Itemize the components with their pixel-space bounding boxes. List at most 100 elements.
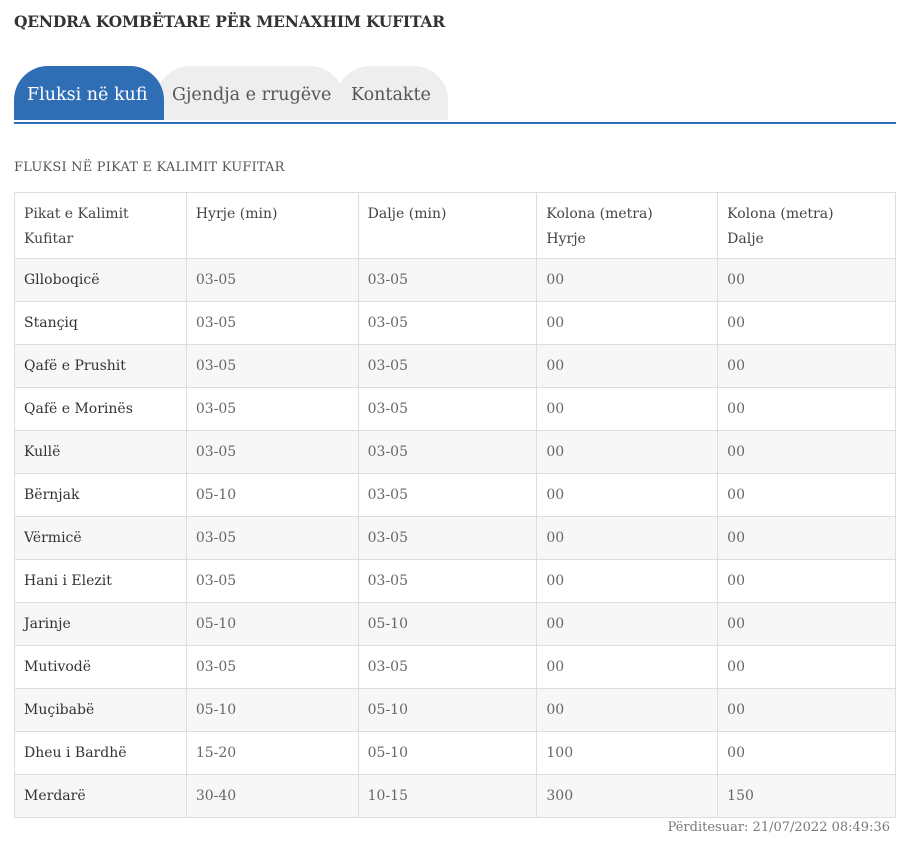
cell-entry-time: 03-05 [185,516,359,560]
table-header-row: Pikat e Kalimit Kufitar Hyrje (min) Dalje (… [14,192,896,259]
column-header-line: Dalje (min) [367,206,447,222]
cell-entry-time: 05-10 [185,688,359,732]
table-row: Muçibabë 05-10 05-10 00 00 [14,688,896,732]
header-entry-min: Hyrje (min) [185,192,359,259]
cell-queue-exit: 00 [717,645,896,689]
table-header: Pikat e Kalimit Kufitar Hyrje (min) Dalje (… [14,192,896,259]
cell-exit-time: 03-05 [357,258,538,302]
cell-queue-exit: 00 [717,430,896,474]
cell-exit-time: 03-05 [357,645,538,689]
cell-queue-entry: 00 [536,258,719,302]
cell-crossing-point: Kullë [14,430,187,474]
table-row: Merdarë 30-40 10-15 300 150 [14,774,896,818]
cell-crossing-point: Dheu i Bardhë [14,731,187,775]
column-header-line: Hyrje (min) [195,206,278,222]
cell-exit-time: 10-15 [357,774,538,818]
cell-queue-entry: 00 [536,473,719,517]
cell-entry-time: 30-40 [185,774,359,818]
border-flux-table: Pikat e Kalimit Kufitar Hyrje (min) Dalje (… [14,192,896,818]
table-row: Kullë 03-05 03-05 00 00 [14,430,896,474]
cell-entry-time: 03-05 [185,559,359,603]
cell-entry-time: 15-20 [185,731,359,775]
table-row: Qafë e Prushit 03-05 03-05 00 00 [14,344,896,388]
table-row: Mutivodë 03-05 03-05 00 00 [14,645,896,689]
header-crossing-point: Pikat e Kalimit Kufitar [14,192,187,259]
cell-queue-entry: 00 [536,430,719,474]
cell-crossing-point: Stançiq [14,301,187,345]
cell-crossing-point: Qafë e Morinës [14,387,187,431]
cell-exit-time: 03-05 [357,344,538,388]
cell-crossing-point: Qafë e Prushit [14,344,187,388]
cell-queue-exit: 00 [717,258,896,302]
header-exit-min: Dalje (min) [357,192,538,259]
cell-entry-time: 03-05 [185,301,359,345]
cell-queue-exit: 00 [717,473,896,517]
column-header-line: Dalje [727,231,764,247]
cell-entry-time: 05-10 [185,473,359,517]
cell-queue-exit: 150 [717,774,896,818]
cell-exit-time: 05-10 [357,731,538,775]
cell-exit-time: 03-05 [357,559,538,603]
column-header-line: Hyrje [546,231,586,247]
cell-queue-exit: 00 [717,602,896,646]
column-header-line: Kufitar [24,231,74,247]
cell-crossing-point: Vërmicë [14,516,187,560]
table-row: Jarinje 05-10 05-10 00 00 [14,602,896,646]
cell-queue-exit: 00 [717,344,896,388]
section-title: FLUKSI NË PIKAT E KALIMIT KUFITAR [14,160,285,175]
tab-fluksi-ne-kufi[interactable]: Fluksi në kufi [14,66,164,120]
cell-exit-time: 03-05 [357,387,538,431]
cell-exit-time: 03-05 [357,473,538,517]
table-row: Vërmicë 03-05 03-05 00 00 [14,516,896,560]
cell-queue-exit: 00 [717,516,896,560]
table-row: Qafë e Morinës 03-05 03-05 00 00 [14,387,896,431]
cell-exit-time: 05-10 [357,688,538,732]
cell-crossing-point: Bërnjak [14,473,187,517]
cell-queue-entry: 00 [536,688,719,732]
column-header-line: Kolona (metra) [727,206,834,222]
table-row: Dheu i Bardhë 15-20 05-10 100 00 [14,731,896,775]
cell-exit-time: 03-05 [357,430,538,474]
cell-queue-exit: 00 [717,387,896,431]
page-title: QENDRA KOMBËTARE PËR MENAXHIM KUFITAR [14,12,445,31]
header-queue-exit: Kolona (metra) Dalje [717,192,896,259]
cell-queue-entry: 300 [536,774,719,818]
tab-gjendja-e-rrugeve[interactable]: Gjendja e rrugëve [156,66,344,120]
cell-queue-entry: 00 [536,602,719,646]
cell-queue-exit: 00 [717,688,896,732]
tab-kontakte[interactable]: Kontakte [336,66,448,120]
cell-crossing-point: Hani i Elezit [14,559,187,603]
column-header-line: Pikat e Kalimit [24,206,129,222]
tab-bar: Fluksi në kufi Gjendja e rrugëve Kontakt… [14,66,896,124]
cell-entry-time: 03-05 [185,344,359,388]
cell-queue-entry: 00 [536,301,719,345]
cell-queue-entry: 100 [536,731,719,775]
cell-crossing-point: Muçibabë [14,688,187,732]
cell-crossing-point: Jarinje [14,602,187,646]
cell-exit-time: 05-10 [357,602,538,646]
cell-queue-entry: 00 [536,344,719,388]
table-row: Stançiq 03-05 03-05 00 00 [14,301,896,345]
table-row: Glloboqicë 03-05 03-05 00 00 [14,258,896,302]
last-updated-text: Përditesuar: 21/07/2022 08:49:36 [667,820,890,835]
cell-exit-time: 03-05 [357,516,538,560]
cell-queue-entry: 00 [536,387,719,431]
cell-queue-entry: 00 [536,559,719,603]
cell-queue-entry: 00 [536,645,719,689]
cell-entry-time: 05-10 [185,602,359,646]
table-body: Glloboqicë 03-05 03-05 00 00 Stançiq 03-05 03-0… [14,258,896,818]
cell-crossing-point: Mutivodë [14,645,187,689]
cell-queue-exit: 00 [717,731,896,775]
cell-entry-time: 03-05 [185,645,359,689]
cell-entry-time: 03-05 [185,387,359,431]
cell-entry-time: 03-05 [185,430,359,474]
cell-crossing-point: Merdarë [14,774,187,818]
cell-entry-time: 03-05 [185,258,359,302]
header-queue-entry: Kolona (metra) Hyrje [536,192,719,259]
table-row: Hani i Elezit 03-05 03-05 00 00 [14,559,896,603]
table-row: Bërnjak 05-10 03-05 00 00 [14,473,896,517]
cell-crossing-point: Glloboqicë [14,258,187,302]
cell-queue-entry: 00 [536,516,719,560]
cell-queue-exit: 00 [717,301,896,345]
cell-exit-time: 03-05 [357,301,538,345]
